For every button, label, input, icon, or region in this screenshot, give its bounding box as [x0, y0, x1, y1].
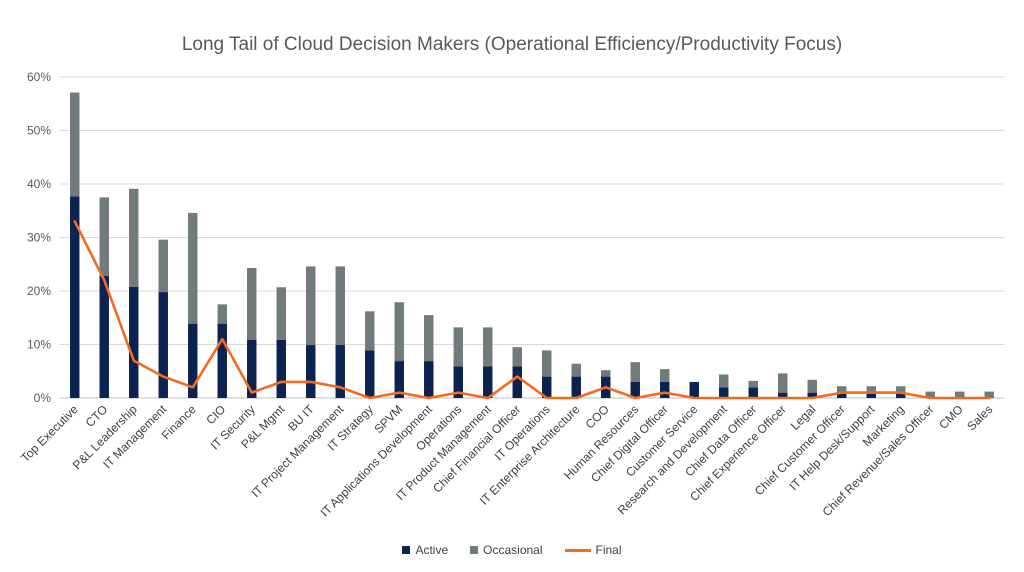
bar-active-marketing — [896, 392, 906, 398]
bar-occasional-legal — [807, 379, 817, 393]
y-tick-label: 50% — [27, 124, 51, 138]
bar-active-top-executive — [70, 196, 80, 398]
bar-occasional-it-enterprise-architecture — [571, 363, 581, 377]
bar-active-spvm — [394, 361, 404, 398]
bars — [70, 92, 994, 398]
legend-swatch-active — [402, 546, 411, 554]
bar-active-it-project-management — [335, 345, 345, 398]
bar-occasional-it-strategy — [365, 311, 375, 351]
bar-active-it-security — [247, 339, 257, 398]
bar-occasional-marketing — [896, 386, 906, 393]
bar-occasional-it-help-desk-support — [866, 386, 876, 393]
bar-occasional-finance — [188, 212, 198, 324]
bar-occasional-top-executive — [70, 92, 80, 197]
bar-occasional-it-management — [158, 239, 168, 293]
bar-occasional-chief-experience-officer — [778, 373, 788, 393]
bar-occasional-chief-financial-officer — [512, 347, 522, 367]
bar-occasional-it-applications-development — [424, 315, 434, 362]
bar-active-chief-digital-officer — [660, 381, 670, 398]
x-tick-label: Sales — [964, 402, 995, 433]
legend-item-occasional: Occasional — [470, 543, 543, 557]
bar-occasional-operations — [453, 327, 463, 367]
bar-active-finance — [188, 323, 198, 398]
legend-item-final: Final — [564, 543, 622, 557]
legend-item-active: Active — [402, 543, 448, 557]
bar-active-it-strategy — [365, 350, 375, 398]
bar-active-legal — [807, 392, 817, 398]
bar-active-research-and-development — [719, 387, 729, 398]
bar-active-operations — [453, 366, 463, 398]
y-tick-label: 10% — [27, 338, 51, 352]
bar-occasional-chief-revenue-sales-officer — [925, 391, 935, 398]
bar-occasional-spvm — [394, 302, 404, 362]
bar-occasional-p-l-leadership — [129, 188, 139, 287]
bar-occasional-bu-it — [306, 266, 316, 346]
bar-active-it-help-desk-support — [866, 392, 876, 398]
bar-occasional-p-l-mgmt — [276, 287, 286, 340]
bar-occasional-chief-customer-officer — [837, 386, 847, 393]
bar-occasional-sales — [984, 391, 994, 398]
bar-active-it-operations — [542, 376, 552, 398]
bar-occasional-cio — [217, 304, 227, 324]
y-axis-tick-labels: 0% 10% 20% 30% 40% 50% 60% — [27, 70, 51, 405]
legend: Active Occasional Final — [0, 543, 1024, 557]
legend-label-occasional: Occasional — [483, 543, 543, 557]
bar-active-cto — [99, 276, 109, 398]
gridlines — [60, 76, 1004, 399]
y-tick-label: 20% — [27, 284, 51, 298]
bar-occasional-chief-digital-officer — [660, 369, 670, 382]
legend-label-active: Active — [415, 543, 449, 557]
x-tick-label: CIO — [203, 402, 228, 427]
y-tick-label: 60% — [27, 70, 51, 84]
bar-occasional-it-operations — [542, 350, 552, 377]
bar-active-human-resources — [630, 381, 640, 398]
bar-active-chief-customer-officer — [837, 392, 847, 398]
bar-active-chief-financial-officer — [512, 366, 522, 398]
bar-occasional-cmo — [955, 391, 965, 398]
bar-active-it-product-management — [483, 366, 493, 398]
legend-swatch-occasional — [470, 546, 479, 554]
bar-active-customer-service — [689, 381, 699, 398]
bar-occasional-research-and-development — [719, 374, 729, 388]
bar-occasional-chief-data-officer — [748, 380, 758, 388]
bar-occasional-coo — [601, 370, 611, 377]
bar-active-it-enterprise-architecture — [571, 376, 581, 398]
bar-active-p-l-leadership — [129, 286, 139, 398]
bar-active-chief-data-officer — [748, 387, 758, 398]
bar-occasional-human-resources — [630, 362, 640, 382]
bar-active-it-applications-development — [424, 361, 434, 398]
bar-active-it-management — [158, 292, 168, 398]
legend-label-final: Final — [595, 543, 622, 557]
bar-active-p-l-mgmt — [276, 339, 286, 398]
bar-active-cio — [217, 323, 227, 398]
bar-occasional-cto — [99, 197, 109, 277]
y-tick-label: 30% — [27, 231, 51, 245]
chart-title: Long Tail of Cloud Decision Makers (Oper… — [181, 34, 843, 55]
y-tick-label: 0% — [34, 391, 52, 405]
bar-active-bu-it — [306, 345, 316, 398]
line-final — [73, 220, 991, 400]
final-line — [73, 220, 991, 400]
x-tick-label: CMO — [936, 402, 966, 432]
y-tick-label: 40% — [27, 177, 51, 191]
bar-occasional-it-project-management — [335, 266, 345, 346]
legend-swatch-final — [564, 548, 591, 552]
bar-occasional-it-product-management — [483, 327, 493, 367]
bar-occasional-it-security — [247, 267, 257, 340]
x-tick-label: Top Executive — [18, 402, 81, 465]
bar-active-chief-experience-officer — [778, 392, 788, 398]
